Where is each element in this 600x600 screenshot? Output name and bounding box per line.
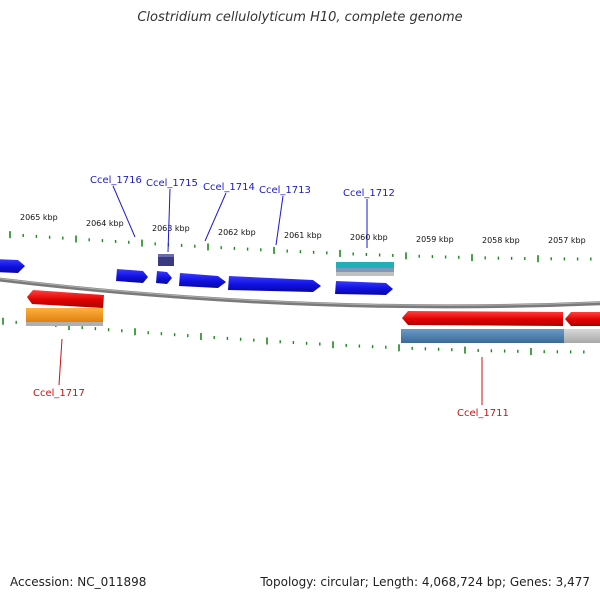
gene-feature-teal[interactable] (336, 262, 394, 268)
gene-label-ccel-1714[interactable]: Ccel_1714 (203, 182, 255, 193)
gene-label-ccel-1716[interactable]: Ccel_1716 (90, 175, 142, 186)
gene-arrow-forward[interactable] (156, 271, 172, 284)
gene-arrow-forward[interactable] (116, 269, 148, 283)
kbp-label: 2065 kbp (20, 213, 58, 222)
reverse-genes (26, 290, 600, 343)
kbp-label: 2061 kbp (284, 231, 322, 240)
gene-arrow-reverse[interactable] (27, 290, 104, 308)
gene-arrow-forward[interactable] (228, 276, 321, 292)
label-leader-lines (58, 185, 483, 405)
gene-arrow-reverse[interactable] (565, 312, 600, 326)
gene-arrow-forward[interactable] (0, 259, 25, 273)
kbp-label: 2063 kbp (152, 224, 190, 233)
kbp-label: 2058 kbp (482, 236, 520, 245)
gene-label-ccel-1712[interactable]: Ccel_1712 (343, 188, 395, 199)
forward-genes (0, 254, 394, 295)
forward-tick-row (9, 231, 592, 263)
gene-label-ccel-1713[interactable]: Ccel_1713 (259, 185, 311, 196)
map-title: Clostridium cellulolyticum H10, complete… (137, 10, 463, 25)
gene-labels: Ccel_1716 Ccel_1715 Ccel_1714 Ccel_1713 … (33, 175, 509, 419)
gene-label-ccel-1715[interactable]: Ccel_1715 (146, 178, 198, 189)
kbp-label: 2057 kbp (548, 236, 586, 245)
gene-arrow-forward[interactable] (179, 273, 226, 288)
gene-label-ccel-1711[interactable]: Ccel_1711 (457, 408, 509, 419)
topology-text: Topology: circular; Length: 4,068,724 bp… (260, 575, 590, 589)
kbp-label: 2060 kbp (350, 233, 388, 242)
gene-arrow-forward[interactable] (335, 281, 393, 295)
gene-feature-orange[interactable] (26, 308, 103, 322)
kbp-label: 2062 kbp (218, 228, 256, 237)
gene-label-ccel-1717[interactable]: Ccel_1717 (33, 388, 85, 399)
kbp-labels: 2065 kbp 2064 kbp 2063 kbp 2062 kbp 2061… (20, 213, 586, 245)
genome-backbone (0, 277, 600, 309)
gene-feature-steel[interactable] (401, 329, 564, 343)
accession-text: Accession: NC_011898 (10, 575, 147, 589)
kbp-label: 2064 kbp (86, 219, 124, 228)
gene-arrow-reverse[interactable] (402, 311, 563, 326)
kbp-label: 2059 kbp (416, 235, 454, 244)
